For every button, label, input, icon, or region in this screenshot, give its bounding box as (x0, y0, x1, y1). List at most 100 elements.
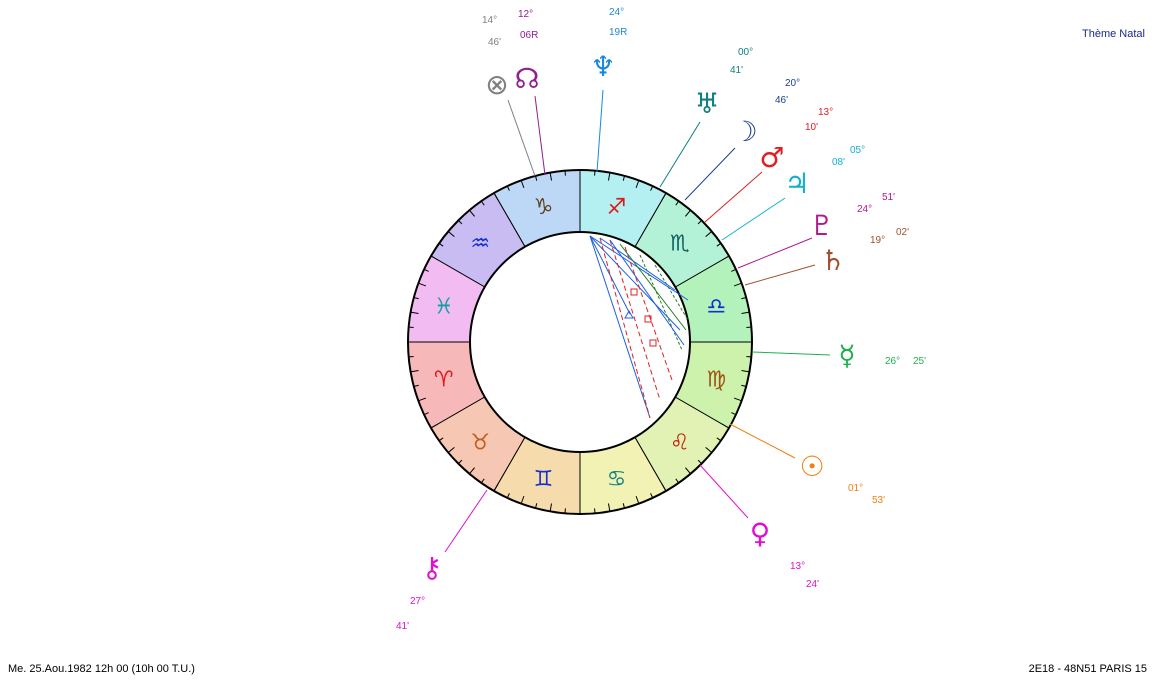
planet-minute: 41' (730, 65, 743, 76)
sign-glyph: ♏ (670, 231, 690, 256)
degree-tick (607, 503, 611, 512)
planet-minute: 53' (872, 495, 885, 506)
sign-glyph: ♈ (434, 367, 454, 392)
planet-glyph: ♆ (590, 50, 615, 83)
planet-minute: 08' (832, 157, 845, 168)
aspect-lines (589, 235, 689, 419)
degree-tick (741, 369, 750, 373)
planet-minute: 19R (609, 27, 627, 38)
degree-tick (705, 447, 713, 453)
planet-minute: 06R (520, 30, 538, 41)
planet-degree: 24° (609, 7, 624, 18)
degree-tick (733, 282, 742, 287)
planet-pointer (751, 351, 831, 356)
degree-tick (447, 447, 455, 453)
footer-date: Me. 25.Aou.1982 12h 00 (10h 00 T.U.) (8, 663, 195, 675)
degree-tick (635, 495, 640, 504)
degree-tick (430, 423, 439, 429)
planet-glyph: ☽ (732, 115, 757, 148)
planet-degree: 12° (518, 9, 533, 20)
planet-minute: 10' (805, 122, 818, 133)
planet-pointer (699, 464, 749, 519)
planet-degree: 13° (790, 561, 805, 572)
degree-tick (661, 192, 667, 201)
degree-tick (549, 172, 553, 181)
planet-minute: 51' (882, 192, 895, 203)
degree-tick (410, 369, 419, 373)
aspect (589, 235, 631, 315)
sign-glyph: ♍ (706, 367, 726, 392)
planet-pointer (744, 264, 816, 286)
planet-pointer (684, 147, 736, 201)
sign-glyph: ♌ (670, 431, 690, 456)
planet-minute: 24' (806, 579, 819, 590)
degree-tick (635, 180, 640, 189)
planet-minute: 46' (488, 37, 501, 48)
sign-glyph: ♊ (534, 467, 554, 492)
planet-degree: 01° (848, 483, 863, 494)
planet-glyph: ⚷ (422, 551, 443, 584)
degree-tick (685, 467, 691, 475)
planet-glyph: ♃ (784, 167, 809, 200)
degree-tick (685, 209, 691, 217)
planet-pointer (444, 489, 488, 553)
planet-glyph: ☉ (799, 450, 824, 483)
wheel: ♈ ♉ ♊ ♋ ♌ ♍ ♎ ♏ ♐ ♑ ♒ ♓ (407, 169, 753, 515)
aspect (654, 264, 689, 321)
planet-pointer (534, 95, 546, 176)
planet-degree: 13° (818, 107, 833, 118)
degree-tick (410, 311, 419, 315)
planet-minute: 02' (896, 227, 909, 238)
degree-tick (661, 483, 667, 492)
aspect (609, 239, 685, 346)
aspect-marker (644, 315, 652, 323)
planet-degree: 14° (482, 15, 497, 26)
sign-glyph: ♐ (607, 195, 627, 220)
sign-glyph: ♎ (706, 295, 726, 320)
degree-tick (721, 423, 730, 429)
degree-tick (493, 483, 499, 492)
aspect-marker (630, 288, 638, 296)
degree-tick (493, 192, 499, 201)
aspect-marker (624, 309, 634, 319)
planet-degree: 19° (870, 235, 885, 246)
degree-tick (418, 397, 427, 402)
degree-tick (520, 180, 525, 189)
inner-circle (469, 231, 691, 453)
sign-glyph: ♑ (534, 195, 554, 220)
planets: ⊗14°46'☊12°06R♆24°19R♅00°41'☽20°46'♂13°1… (396, 7, 926, 632)
degree-tick (549, 503, 553, 512)
planet-pointer (729, 423, 796, 459)
aspect (589, 235, 681, 331)
planet-pointer (507, 99, 536, 177)
sign-glyph: ♒ (470, 231, 490, 256)
aspect (589, 235, 651, 419)
degree-tick (469, 209, 475, 217)
outer-ring (407, 169, 753, 515)
aspect-marker (649, 339, 657, 347)
planet-glyph: ♇ (809, 209, 834, 242)
planet-glyph: ♄ (820, 244, 845, 277)
planet-glyph: ♅ (694, 87, 719, 120)
planet-degree: 05° (850, 145, 865, 156)
planet-degree: 20° (785, 78, 800, 89)
sign-glyph: ♋ (607, 467, 627, 492)
sign-glyph: ♓ (434, 295, 454, 320)
degree-tick (607, 172, 611, 181)
planet-degree: 26° (885, 356, 900, 367)
degree-tick (520, 495, 525, 504)
planet-degree: 24° (857, 204, 872, 215)
planet-degree: 27° (410, 596, 425, 607)
degree-tick (447, 231, 455, 237)
planet-glyph: ☊ (515, 62, 540, 95)
aspect (619, 243, 687, 331)
planet-minute: 41' (396, 621, 409, 632)
planet-pointer (659, 121, 701, 188)
degree-tick (705, 231, 713, 237)
planet-minute: 25' (913, 356, 926, 367)
planet-glyph: ♀ (750, 517, 771, 550)
planet-degree: 00° (738, 47, 753, 58)
sign-glyph: ♉ (470, 431, 490, 456)
degree-tick (741, 311, 750, 315)
